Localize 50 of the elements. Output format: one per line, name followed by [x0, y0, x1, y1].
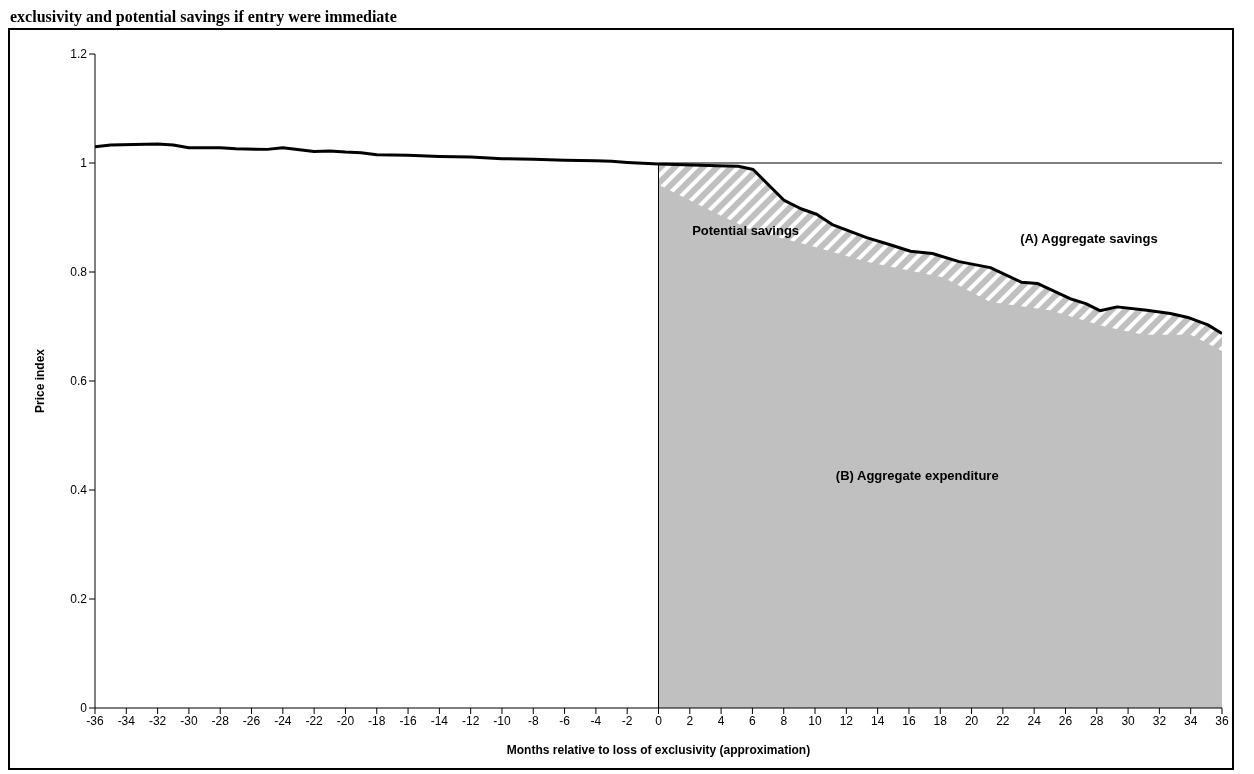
x-tick-label: -32: [148, 713, 167, 728]
x-tick-label: -4: [590, 713, 602, 728]
x-tick-label: 4: [717, 713, 725, 728]
y-tick-label: 1.2: [70, 47, 88, 62]
x-tick-label: 22: [996, 713, 1010, 728]
x-tick-label: -18: [368, 713, 386, 728]
x-tick-label: 36: [1215, 713, 1229, 728]
x-tick-label: 20: [964, 713, 979, 728]
x-tick-label: -28: [211, 713, 230, 728]
y-tick-label: 0.2: [70, 592, 88, 607]
x-tick-label: 8: [780, 713, 788, 728]
x-axis-title: Months relative to loss of exclusivity (approximation): [506, 743, 811, 757]
y-axis-title: Price index: [33, 348, 48, 414]
y-tick-label: 1: [80, 156, 88, 171]
x-tick-label: -26: [242, 713, 261, 728]
x-tick-label: -14: [430, 713, 449, 728]
annotation: (B) Aggregate expenditure: [835, 467, 999, 483]
x-tick-label: -12: [461, 713, 480, 728]
x-tick-label: 18: [933, 713, 948, 728]
x-tick-label: -2: [621, 713, 633, 728]
x-tick-label: -8: [527, 713, 539, 728]
x-tick-label: -36: [86, 713, 104, 728]
x-tick-label: -24: [274, 713, 292, 728]
x-tick-label: -22: [305, 713, 324, 728]
y-tick-label: 0: [80, 701, 88, 716]
x-tick-label: -6: [559, 713, 571, 728]
x-tick-label: 16: [902, 713, 916, 728]
y-tick-label: 0.8: [70, 265, 88, 280]
x-tick-label: 12: [839, 713, 854, 728]
x-tick-label: -10: [493, 713, 511, 728]
x-tick-label: 34: [1184, 713, 1198, 728]
x-tick-label: 28: [1090, 713, 1104, 728]
x-tick-label: 32: [1152, 713, 1167, 728]
chart-title: exclusivity and potential savings if entry were immediate: [10, 8, 398, 26]
y-tick-label: 0.4: [70, 483, 88, 498]
x-tick-label: -30: [180, 713, 198, 728]
x-tick-label: 24: [1027, 713, 1042, 728]
x-tick-label: -34: [117, 713, 136, 728]
x-tick-label: 10: [808, 713, 823, 728]
x-tick-label: 6: [749, 713, 757, 728]
x-tick-label: 30: [1121, 713, 1136, 728]
x-tick-label: -16: [399, 713, 418, 728]
x-tick-label: 26: [1058, 713, 1073, 728]
annotation: (A) Aggregate savings: [1020, 230, 1158, 246]
x-tick-label: 2: [686, 713, 694, 728]
x-tick-label: 14: [870, 713, 885, 728]
x-tick-label: 0: [655, 713, 663, 728]
annotation: Potential savings: [692, 222, 800, 238]
y-tick-label: 0.6: [70, 374, 88, 389]
x-tick-label: -20: [336, 713, 355, 728]
